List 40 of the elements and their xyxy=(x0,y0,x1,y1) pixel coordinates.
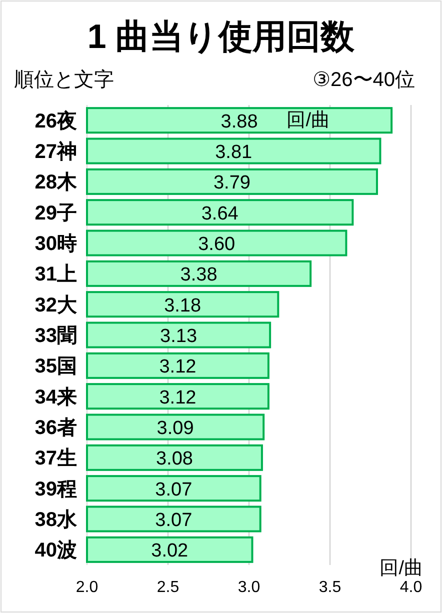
x-tick-label: 4.0 xyxy=(400,579,422,596)
y-tick-label: 32大 xyxy=(34,294,78,316)
y-tick-label: 30時 xyxy=(34,233,77,255)
chart-title: 1 曲当り使用回数 xyxy=(87,18,356,56)
x-axis-title: 回/曲 xyxy=(380,558,423,579)
data-label: 3.18 xyxy=(164,295,202,316)
data-label: 3.38 xyxy=(180,264,218,286)
data-label: 3.64 xyxy=(201,203,239,224)
y-tick-label: 26夜 xyxy=(34,109,77,132)
y-tick-label: 39程 xyxy=(34,478,77,500)
x-tick-label: 3.0 xyxy=(238,579,260,596)
y-tick-label: 35国 xyxy=(34,356,77,378)
x-tick-label: 3.5 xyxy=(318,579,342,596)
data-label: 3.02 xyxy=(151,540,188,562)
y-tick-label: 37生 xyxy=(34,448,77,470)
y-tick-label: 29子 xyxy=(34,202,77,224)
y-tick-label: 40波 xyxy=(34,540,77,562)
data-label: 3.09 xyxy=(156,418,194,439)
data-label: 3.81 xyxy=(215,142,252,163)
y-tick-label: 38水 xyxy=(34,509,78,531)
data-label: 3.79 xyxy=(214,172,250,194)
chart-subtitle: ③26〜40位 xyxy=(312,69,415,91)
data-label: 3.08 xyxy=(156,448,193,470)
y-tick-label: 36者 xyxy=(34,417,77,439)
data-label: 3.88 xyxy=(220,111,258,132)
data-label: 3.07 xyxy=(155,479,192,500)
x-tick-label: 2.5 xyxy=(156,579,180,596)
data-label: 3.12 xyxy=(159,356,196,378)
data-label: 3.12 xyxy=(159,387,196,408)
data-label: 3.60 xyxy=(198,234,236,255)
y-axis-title: 順位と文字 xyxy=(14,68,114,91)
y-tick-label: 28木 xyxy=(34,172,78,194)
y-tick-label: 33聞 xyxy=(34,325,77,347)
data-label: 3.13 xyxy=(160,326,198,347)
data-label: 3.07 xyxy=(155,510,192,531)
x-tick-label: 2.0 xyxy=(76,579,98,596)
annotation: 回/曲 xyxy=(286,110,330,131)
y-tick-label: 34来 xyxy=(34,386,77,408)
y-tick-label: 31上 xyxy=(34,264,77,286)
y-tick-label: 27神 xyxy=(34,140,77,163)
